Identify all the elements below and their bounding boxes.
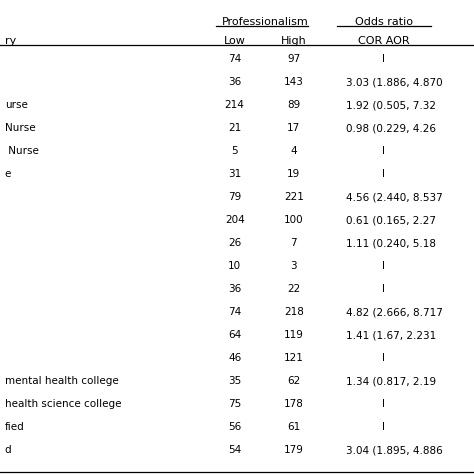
Text: 218: 218 xyxy=(284,307,304,317)
Text: I: I xyxy=(383,169,385,179)
Text: 79: 79 xyxy=(228,192,241,202)
Text: I: I xyxy=(383,261,385,271)
Text: 221: 221 xyxy=(284,192,304,202)
Text: 54: 54 xyxy=(228,445,241,455)
Text: I: I xyxy=(383,422,385,432)
Text: mental health college: mental health college xyxy=(5,376,118,386)
Text: 10: 10 xyxy=(228,261,241,271)
Text: 36: 36 xyxy=(228,77,241,87)
Text: 3: 3 xyxy=(291,261,297,271)
Text: 74: 74 xyxy=(228,54,241,64)
Text: I: I xyxy=(383,146,385,156)
Text: 17: 17 xyxy=(287,123,301,133)
Text: fied: fied xyxy=(5,422,25,432)
Text: 3.03 (1.886, 4.870: 3.03 (1.886, 4.870 xyxy=(346,77,443,87)
Text: I: I xyxy=(383,353,385,363)
Text: 1.41 (1.67, 2.231: 1.41 (1.67, 2.231 xyxy=(346,330,436,340)
Text: ry: ry xyxy=(5,36,16,46)
Text: 179: 179 xyxy=(284,445,304,455)
Text: 31: 31 xyxy=(228,169,241,179)
Text: 64: 64 xyxy=(228,330,241,340)
Text: 56: 56 xyxy=(228,422,241,432)
Text: 22: 22 xyxy=(287,284,301,294)
Text: 204: 204 xyxy=(225,215,245,225)
Text: 35: 35 xyxy=(228,376,241,386)
Text: 74: 74 xyxy=(228,307,241,317)
Text: 19: 19 xyxy=(287,169,301,179)
Text: High: High xyxy=(281,36,307,46)
Text: 0.61 (0.165, 2.27: 0.61 (0.165, 2.27 xyxy=(346,215,436,225)
Text: urse: urse xyxy=(5,100,27,110)
Text: Professionalism: Professionalism xyxy=(222,17,309,27)
Text: 75: 75 xyxy=(228,399,241,409)
Text: COR AOR: COR AOR xyxy=(358,36,410,46)
Text: 89: 89 xyxy=(287,100,301,110)
Text: health science college: health science college xyxy=(5,399,121,409)
Text: 21: 21 xyxy=(228,123,241,133)
Text: 36: 36 xyxy=(228,284,241,294)
Text: 1.92 (0.505, 7.32: 1.92 (0.505, 7.32 xyxy=(346,100,436,110)
Text: 121: 121 xyxy=(284,353,304,363)
Text: d: d xyxy=(5,445,11,455)
Text: Odds ratio: Odds ratio xyxy=(355,17,413,27)
Text: e: e xyxy=(5,169,11,179)
Text: 4.56 (2.440, 8.537: 4.56 (2.440, 8.537 xyxy=(346,192,443,202)
Text: Low: Low xyxy=(224,36,246,46)
Text: 61: 61 xyxy=(287,422,301,432)
Text: I: I xyxy=(383,284,385,294)
Text: Nurse: Nurse xyxy=(5,123,36,133)
Text: 178: 178 xyxy=(284,399,304,409)
Text: 46: 46 xyxy=(228,353,241,363)
Text: 4: 4 xyxy=(291,146,297,156)
Text: 214: 214 xyxy=(225,100,245,110)
Text: 143: 143 xyxy=(284,77,304,87)
Text: 100: 100 xyxy=(284,215,304,225)
Text: Nurse: Nurse xyxy=(5,146,38,156)
Text: 0.98 (0.229, 4.26: 0.98 (0.229, 4.26 xyxy=(346,123,436,133)
Text: 3.04 (1.895, 4.886: 3.04 (1.895, 4.886 xyxy=(346,445,443,455)
Text: 7: 7 xyxy=(291,238,297,248)
Text: 26: 26 xyxy=(228,238,241,248)
Text: 119: 119 xyxy=(284,330,304,340)
Text: 5: 5 xyxy=(231,146,238,156)
Text: 1.34 (0.817, 2.19: 1.34 (0.817, 2.19 xyxy=(346,376,436,386)
Text: 62: 62 xyxy=(287,376,301,386)
Text: 1.11 (0.240, 5.18: 1.11 (0.240, 5.18 xyxy=(346,238,436,248)
Text: 97: 97 xyxy=(287,54,301,64)
Text: I: I xyxy=(383,54,385,64)
Text: I: I xyxy=(383,399,385,409)
Text: 4.82 (2.666, 8.717: 4.82 (2.666, 8.717 xyxy=(346,307,443,317)
